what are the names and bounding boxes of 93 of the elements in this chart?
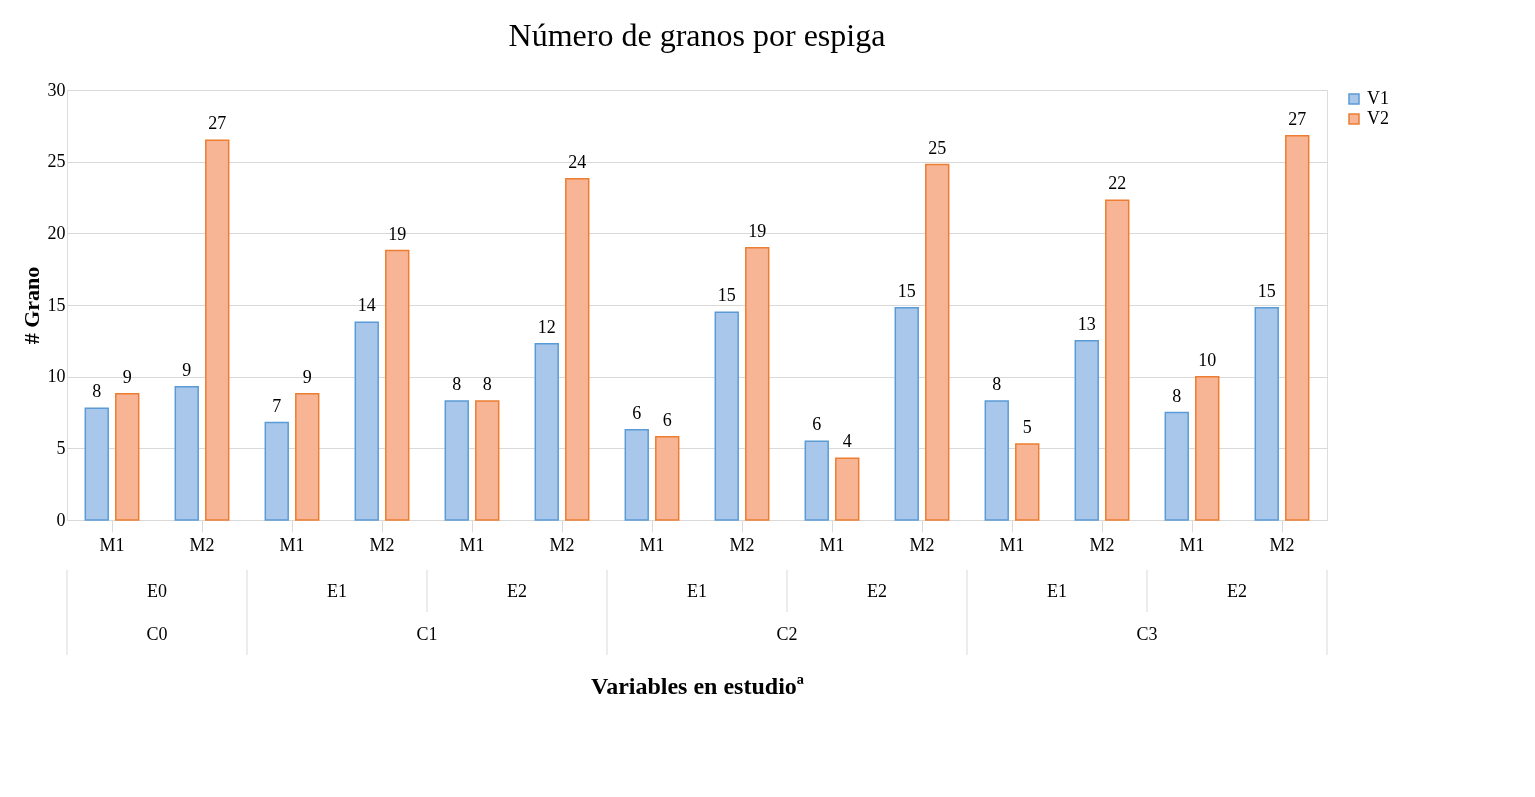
data-label: 4: [842, 431, 852, 452]
bar: [714, 311, 739, 521]
data-label: 24: [568, 151, 587, 172]
text: C0: [146, 624, 168, 644]
data-label: 22: [1108, 173, 1127, 194]
data-label: 27: [208, 113, 227, 134]
x-tick-label: M1: [1179, 534, 1205, 555]
bar: [1074, 340, 1099, 521]
bar: [1105, 199, 1130, 521]
data-label: 8: [992, 374, 1002, 395]
x-tick-label: M2: [1269, 534, 1295, 555]
data-label: 19: [748, 220, 767, 241]
x-tick-label: M1: [99, 534, 125, 555]
data-label: 7: [272, 395, 282, 416]
x-tick-label: M2: [189, 534, 215, 555]
data-label: 25: [928, 137, 947, 158]
data-label: 10: [1198, 349, 1217, 370]
data-label: 15: [717, 285, 736, 306]
data-label: 9: [302, 366, 312, 387]
x-tick-label: M2: [909, 534, 935, 555]
text: E1: [327, 581, 347, 601]
bar: [205, 139, 230, 521]
data-label: 8: [452, 374, 462, 395]
y-tick-label: 25: [47, 151, 66, 172]
text: C1: [416, 624, 438, 644]
legend-label: V1: [1367, 88, 1389, 108]
data-label: 9: [182, 359, 192, 380]
data-label: 15: [897, 280, 916, 301]
x-tick-label: M2: [369, 534, 395, 555]
x-tick-label: M1: [279, 534, 305, 555]
bar: [354, 321, 379, 521]
bar: [745, 246, 770, 521]
data-label: 13: [1077, 313, 1096, 334]
data-label: 6: [662, 409, 672, 430]
bar: [624, 428, 649, 521]
bar: [565, 178, 590, 521]
x-tick-label: M1: [819, 534, 845, 555]
bar: [655, 436, 680, 521]
bar: [84, 407, 109, 521]
x-tick-label: M1: [999, 534, 1025, 555]
x-tick-label: M2: [549, 534, 575, 555]
text: C2: [776, 624, 798, 644]
data-label: 6: [812, 414, 822, 435]
bar: [475, 400, 500, 521]
text: E2: [507, 581, 527, 601]
y-tick-label: 10: [47, 366, 66, 387]
y-tick-label: 15: [47, 294, 66, 315]
bar: [174, 385, 199, 521]
bar: [1195, 375, 1220, 521]
text: E1: [687, 581, 707, 601]
text: E2: [867, 581, 887, 601]
bar: [295, 393, 320, 521]
x-tick-label: M1: [459, 534, 485, 555]
bar: [1254, 307, 1279, 521]
y-tick-label: 30: [47, 79, 66, 100]
y-tick-label: 0: [56, 509, 66, 530]
bar: [894, 307, 919, 521]
data-label: 6: [632, 402, 642, 423]
chart-title: Número de granos por espiga: [508, 17, 886, 53]
bar: [115, 393, 140, 521]
bar: [925, 163, 950, 521]
text: C3: [1136, 624, 1158, 644]
data-label: 27: [1288, 108, 1307, 129]
x-axis-title: Variables en estudioª: [591, 672, 804, 699]
bar: [1015, 443, 1040, 521]
data-label: 5: [1022, 417, 1032, 438]
data-label: 8: [1172, 385, 1182, 406]
data-label: 9: [122, 366, 132, 387]
bar: [385, 249, 410, 521]
bar: [1164, 411, 1189, 521]
data-label: 14: [357, 295, 376, 316]
data-label: 8: [92, 381, 102, 402]
text: E2: [1227, 581, 1247, 601]
x-tick-label: M2: [1089, 534, 1115, 555]
bar: [1285, 135, 1310, 521]
bar: [534, 342, 559, 521]
legend-label: V2: [1367, 108, 1389, 128]
bar: [264, 421, 289, 521]
bar: [984, 400, 1009, 521]
data-label: 15: [1257, 280, 1276, 301]
data-label: 8: [482, 374, 492, 395]
bar: [444, 400, 469, 521]
y-tick-label: 5: [56, 437, 66, 458]
y-axis-title: # Grano: [18, 266, 44, 345]
text: E1: [1047, 581, 1067, 601]
data-label: 19: [388, 223, 407, 244]
text: E0: [147, 581, 167, 601]
x-tick-label: M2: [729, 534, 755, 555]
data-label: 12: [537, 316, 556, 337]
bar: [804, 440, 829, 521]
x-tick-label: M1: [639, 534, 665, 555]
y-tick-label: 20: [47, 222, 66, 243]
bar: [835, 457, 860, 521]
